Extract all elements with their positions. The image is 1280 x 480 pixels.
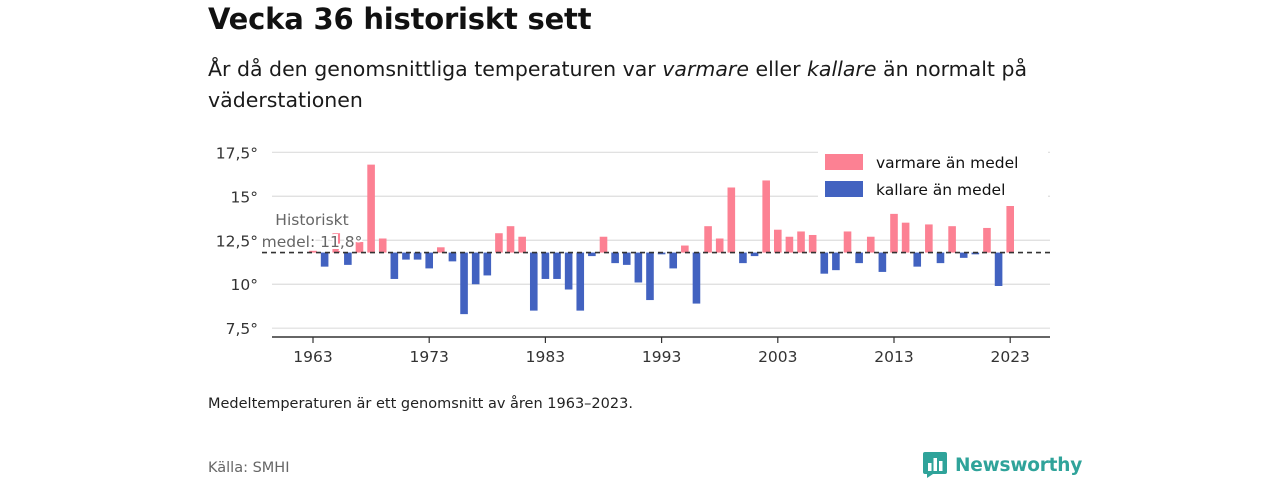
bar <box>483 252 492 276</box>
y-axis: 7,5° 10° 12,5° 15° 17,5° <box>216 144 258 338</box>
bar <box>309 250 317 253</box>
bar <box>448 252 457 262</box>
bar <box>785 236 794 253</box>
bar <box>669 252 678 269</box>
bar <box>994 252 1003 286</box>
legend-label-warmer: varmare än medel <box>876 154 1018 172</box>
y-tick-label: 17,5° <box>216 144 258 162</box>
chart-subtitle: År då den genomsnittliga temperaturen va… <box>208 54 1028 116</box>
bar <box>692 252 701 304</box>
bar <box>471 252 480 285</box>
x-tick-label: 1993 <box>642 348 681 366</box>
baseline-annotation-line: Historiskt <box>275 211 348 229</box>
bar <box>913 252 922 267</box>
bar <box>890 213 898 253</box>
bar <box>320 252 329 267</box>
source-label: Källa: SMHI <box>208 460 290 476</box>
bar <box>576 252 585 311</box>
bar <box>739 252 747 264</box>
bar <box>925 224 933 253</box>
legend-label-colder: kallare än medel <box>876 181 1005 199</box>
bar <box>715 238 724 253</box>
bar <box>541 252 550 279</box>
bar <box>495 233 503 253</box>
bar <box>971 252 980 255</box>
y-tick-label: 7,5° <box>226 320 258 338</box>
bar <box>704 226 712 253</box>
bar <box>599 236 608 253</box>
bar <box>564 252 573 290</box>
bar <box>832 252 840 271</box>
legend-swatch-warmer <box>825 154 863 170</box>
bar <box>843 231 852 253</box>
subtitle-text-3: än normalt på väderstationen <box>208 57 1028 112</box>
x-tick-label: 2003 <box>758 348 797 366</box>
bar <box>460 252 468 315</box>
bar <box>855 252 863 264</box>
bar <box>1006 198 1014 253</box>
bar <box>936 252 945 264</box>
y-tick-label: 10° <box>231 276 258 294</box>
bar <box>378 238 387 253</box>
x-tick-label: 1983 <box>526 348 565 366</box>
bar <box>425 252 433 269</box>
x-tick-label: 1963 <box>293 348 332 366</box>
legend-swatch-colder <box>825 181 863 197</box>
bar <box>529 252 538 311</box>
bar <box>506 226 515 253</box>
bar <box>727 187 736 253</box>
bar <box>622 252 631 265</box>
bar <box>413 252 422 260</box>
brand-name: Newsworthy <box>955 454 1083 476</box>
bar <box>762 180 770 253</box>
footnote: Medeltemperaturen är ett genomsnitt av å… <box>208 396 633 412</box>
legend: varmare än medel kallare än medel <box>818 146 1048 206</box>
bar <box>518 236 526 253</box>
subtitle-colder: kallare <box>807 57 877 81</box>
bar <box>437 247 445 253</box>
bar <box>750 252 759 257</box>
bar <box>820 252 829 274</box>
bar <box>948 226 956 253</box>
bar <box>611 252 619 264</box>
bar <box>588 252 596 257</box>
bar <box>332 233 341 253</box>
brand-logo[interactable]: Newsworthy <box>922 451 1082 479</box>
bar-chart-speech-bubble-icon <box>923 452 947 478</box>
bar <box>646 252 654 301</box>
bar <box>367 164 375 253</box>
bar <box>681 245 689 253</box>
bar <box>901 222 910 253</box>
bar <box>878 252 887 272</box>
bar <box>344 252 352 265</box>
bar <box>402 252 410 260</box>
bar <box>797 231 805 253</box>
y-tick-label: 12,5° <box>216 232 258 250</box>
subtitle-warmer: varmare <box>662 57 749 81</box>
bar <box>553 252 561 279</box>
bar-chart: 7,5° 10° 12,5° 15° 17,5° 1963 1973 1983 1993 200… <box>216 144 1050 366</box>
bar <box>983 227 991 253</box>
bar <box>390 252 399 279</box>
bar <box>657 252 666 255</box>
chart-title: Vecka 36 historiskt sett <box>208 2 592 36</box>
bar <box>808 234 817 253</box>
bar <box>774 229 782 253</box>
baseline-annotation: Historiskt medel: 11,8° <box>260 209 365 253</box>
bar <box>866 236 875 253</box>
bar <box>634 252 643 283</box>
x-axis: 1963 1973 1983 1993 2003 2013 2023 <box>272 336 1050 366</box>
bar <box>959 252 968 258</box>
bar <box>355 242 364 253</box>
subtitle-text-2: eller <box>748 57 808 81</box>
subtitle-text-1: År då den genomsnittliga temperaturen va… <box>208 57 663 81</box>
y-tick-label: 15° <box>231 188 258 206</box>
x-tick-label: 1973 <box>409 348 448 366</box>
baseline-annotation-line: medel: 11,8° <box>262 233 363 251</box>
bars <box>309 164 1014 315</box>
x-tick-label: 2023 <box>990 348 1029 366</box>
x-tick-label: 2013 <box>874 348 913 366</box>
